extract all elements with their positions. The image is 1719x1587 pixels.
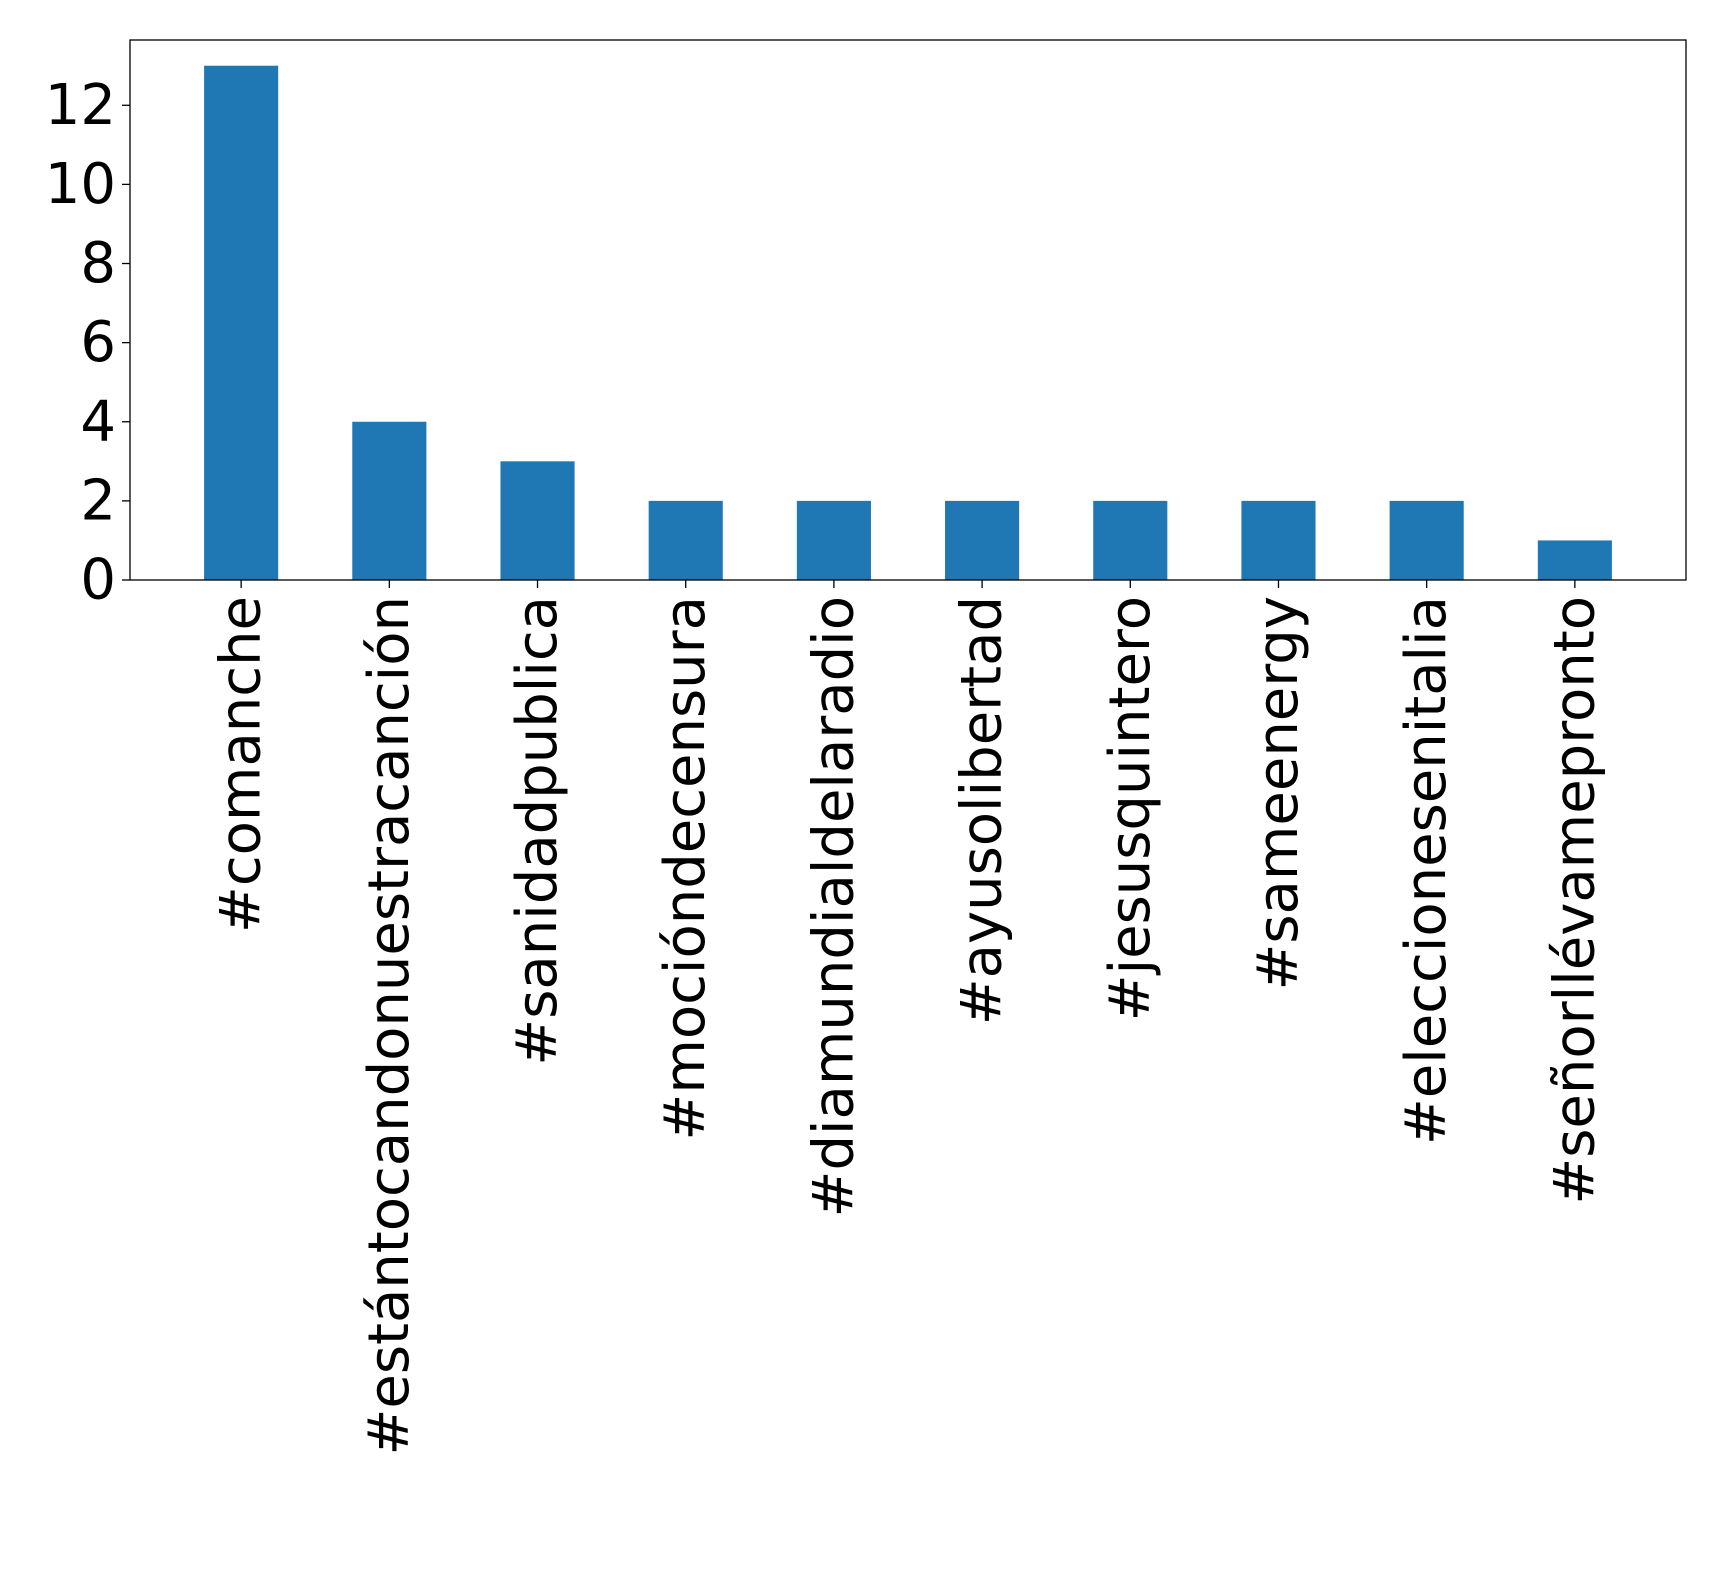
bars-group — [204, 65, 1612, 580]
bar — [1537, 540, 1612, 580]
x-tick-label: #sameenergy — [1246, 596, 1311, 991]
bar — [352, 421, 427, 580]
y-axis: 0 2 4 6 8 10 12 — [45, 73, 130, 613]
x-tick-label: #sanidadpublica — [505, 596, 570, 1066]
y-tick-label: 2 — [80, 468, 116, 533]
bar — [648, 500, 723, 580]
y-tick-label: 0 — [80, 548, 116, 613]
y-tick-label: 10 — [45, 152, 116, 217]
bar — [1093, 500, 1168, 580]
x-tick-label: #eleccionesenitalia — [1394, 596, 1459, 1145]
bar — [796, 500, 871, 580]
x-axis: #comanche #estántocandonuestracanción #san… — [209, 580, 1607, 1456]
x-tick-label: #estántocandonuestracanción — [357, 596, 422, 1456]
bar — [1389, 500, 1464, 580]
x-tick-label: #diamundialdelaradio — [801, 596, 866, 1217]
x-tick-label: #comanche — [209, 596, 274, 933]
y-tick-label: 6 — [80, 310, 116, 375]
plot-frame — [129, 39, 1687, 581]
y-tick-label: 8 — [80, 231, 116, 296]
bar — [500, 461, 575, 580]
y-tick-label: 4 — [80, 389, 116, 454]
x-tick-label: #mocióndecensura — [653, 596, 718, 1141]
x-tick-label: #ayusolibertad — [950, 596, 1015, 1025]
bar — [1241, 500, 1316, 580]
x-tick-label: #señorllévamepronto — [1542, 596, 1607, 1205]
x-tick-label: #jesusquintero — [1098, 596, 1163, 1021]
y-tick-label: 12 — [45, 73, 116, 138]
bar — [945, 500, 1020, 580]
bar — [204, 65, 279, 580]
